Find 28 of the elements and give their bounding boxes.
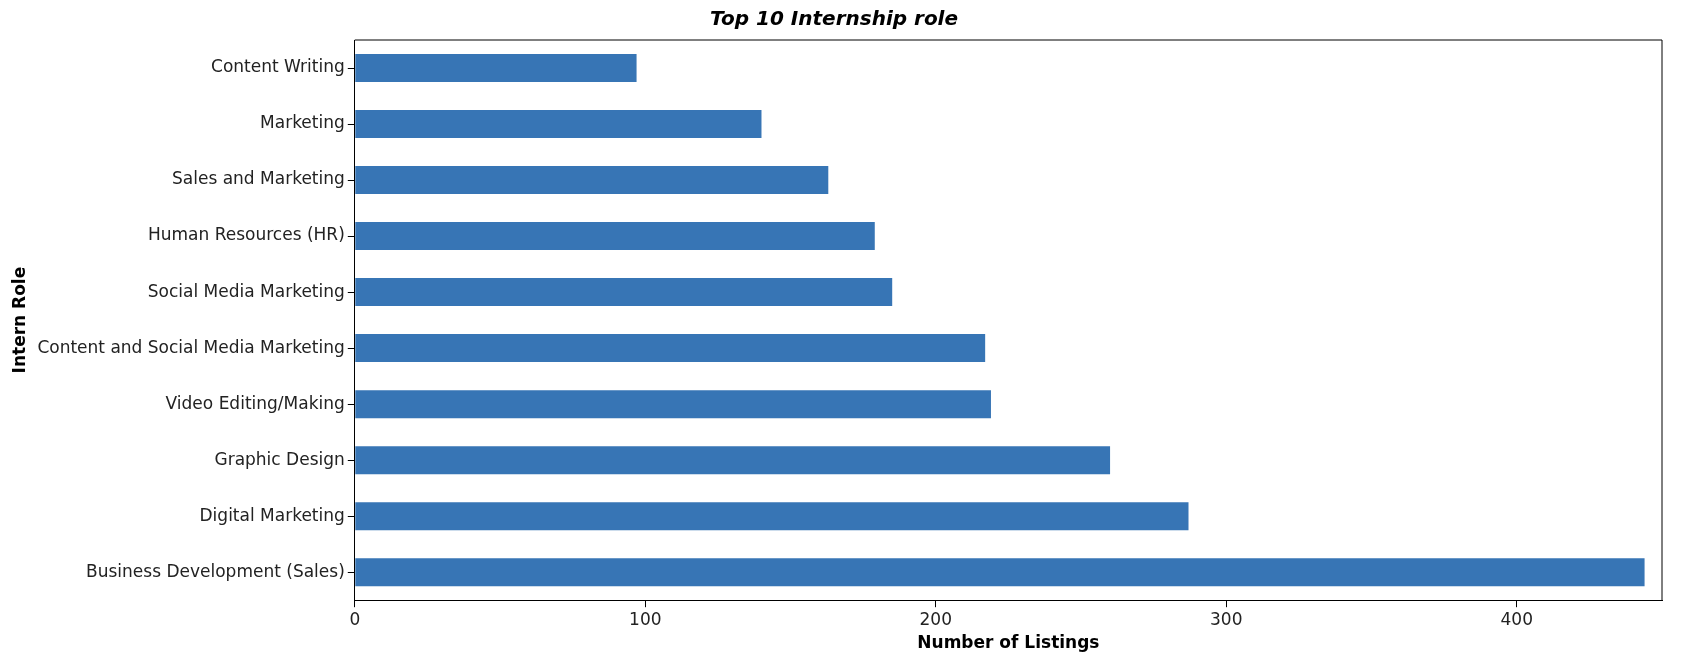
- bar: [355, 110, 762, 139]
- bar: [355, 54, 637, 83]
- y-tick-label: Content Writing: [211, 56, 345, 77]
- y-tick-label: Graphic Design: [214, 448, 345, 469]
- bar: [355, 222, 875, 251]
- bar: [355, 446, 1111, 475]
- bar: [355, 166, 829, 195]
- y-tick-label: Video Editing/Making: [165, 392, 345, 413]
- y-tick-label: Sales and Marketing: [172, 168, 345, 189]
- x-tick-label: 200: [919, 608, 952, 629]
- y-tick-label: Social Media Marketing: [147, 280, 345, 301]
- chart-title: Top 10 Internship role: [709, 6, 959, 31]
- x-tick-label: 400: [1500, 608, 1533, 629]
- x-tick-label: 300: [1210, 608, 1243, 629]
- y-tick-label: Content and Social Media Marketing: [37, 336, 345, 357]
- y-tick-label: Digital Marketing: [199, 504, 345, 525]
- bar: [355, 390, 991, 419]
- x-tick-label: 0: [349, 608, 361, 629]
- x-tick-label: 100: [629, 608, 662, 629]
- y-tick-label: Human Resources (HR): [148, 224, 345, 245]
- y-axis-title: Intern Role: [8, 266, 29, 374]
- y-tick-label: Marketing: [260, 112, 345, 133]
- x-axis-title: Number of Listings: [917, 632, 1100, 653]
- bar: [355, 502, 1189, 531]
- bar: [355, 558, 1645, 587]
- y-tick-label: Business Development (Sales): [86, 560, 345, 581]
- bar: [355, 334, 986, 363]
- bar: [355, 278, 893, 307]
